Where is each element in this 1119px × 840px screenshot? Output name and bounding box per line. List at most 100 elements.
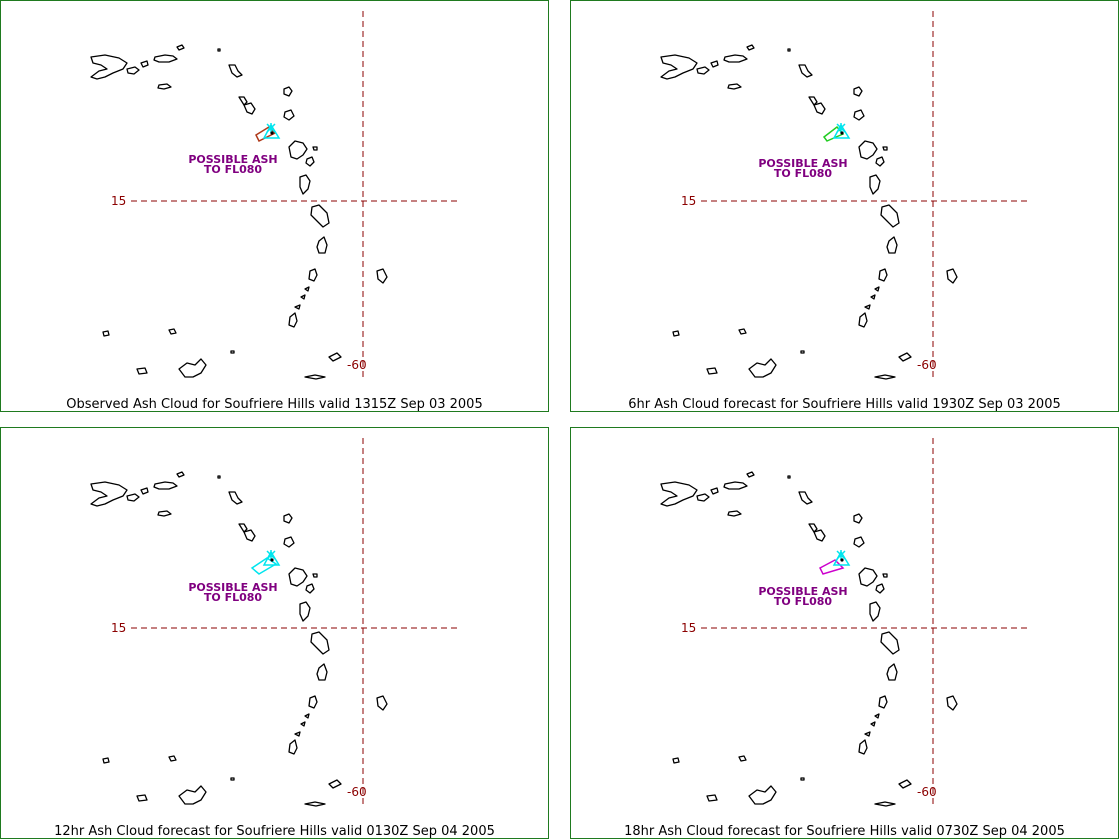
island-coastline — [230, 777, 235, 781]
island-coastline — [328, 352, 342, 362]
latitude-label: 15 — [111, 621, 127, 635]
ash-annotation-line1: POSSIBLE ASH — [758, 157, 848, 170]
ash-annotation: POSSIBLE ASH TO FL080 — [183, 581, 283, 604]
island-coastline — [672, 330, 680, 337]
island-coastline — [304, 713, 310, 719]
island-coastline — [140, 487, 149, 495]
map-canvas — [90, 438, 461, 808]
map-canvas — [90, 11, 461, 381]
island-coastline — [870, 721, 876, 727]
island-coastline — [294, 304, 301, 310]
island-coastline — [874, 286, 880, 292]
ash-cloud-polygon — [819, 559, 845, 575]
island-coastline — [288, 567, 308, 587]
island-coastline — [858, 739, 868, 755]
ash-annotation: POSSIBLE ASH TO FL080 — [753, 157, 853, 179]
island-coastline — [813, 102, 826, 115]
island-coastline — [299, 174, 311, 195]
volcano-dot — [270, 131, 274, 135]
island-coastline — [738, 328, 747, 335]
island-coastline — [312, 573, 318, 578]
island-coastline — [316, 236, 328, 254]
island-coastline — [946, 268, 958, 284]
island-coastline — [283, 536, 295, 548]
island-coastline — [376, 695, 388, 711]
ash-annotation-line1: POSSIBLE ASH — [758, 585, 848, 598]
island-coastline — [228, 64, 243, 78]
island-coastline — [870, 294, 876, 300]
island-coastline — [875, 583, 885, 594]
panel-caption: 18hr Ash Cloud forecast for Soufriere Hi… — [624, 824, 1065, 839]
island-coastline — [230, 350, 235, 354]
island-coastline — [283, 513, 293, 524]
island-coastline — [243, 529, 256, 542]
island-coastline — [696, 66, 710, 75]
island-coastline — [800, 777, 805, 781]
island-coastline — [710, 487, 719, 495]
island-coastline — [748, 358, 777, 378]
ash-annotation: POSSIBLE ASH TO FL080 — [753, 585, 853, 607]
island-coastline — [90, 54, 128, 80]
island-coastline — [328, 779, 342, 789]
island-coastline — [946, 695, 958, 711]
ash-annotation-line2: TO FL080 — [203, 163, 263, 176]
island-coastline — [723, 481, 748, 490]
island-coastline — [376, 268, 388, 284]
island-coastline — [283, 109, 295, 121]
island-coastline — [660, 481, 698, 507]
island-coastline — [288, 739, 298, 755]
island-coastline — [898, 352, 912, 362]
island-coastline — [304, 801, 326, 807]
island-coastline — [168, 755, 177, 762]
island-coastline — [243, 102, 256, 115]
island-coastline — [746, 44, 755, 51]
island-coastline — [874, 713, 880, 719]
island-coastline — [875, 156, 885, 167]
island-coastline — [874, 801, 896, 807]
island-coastline — [660, 54, 698, 80]
island-coastline — [864, 304, 871, 310]
island-coastline — [308, 268, 318, 282]
island-coastline — [869, 601, 881, 622]
island-coastline — [746, 471, 755, 478]
map-canvas — [660, 438, 1031, 808]
map-panel-18hr: POSSIBLE ASH TO FL080 15 -60 18hr Ash Cl… — [570, 427, 1119, 839]
island-coastline — [157, 510, 172, 517]
island-coastline — [869, 174, 881, 195]
island-coastline — [102, 330, 110, 337]
ash-annotation-line2: TO FL080 — [203, 591, 263, 604]
island-coastline — [858, 312, 868, 328]
ash-annotation-line1: POSSIBLE ASH — [188, 153, 278, 166]
island-coastline — [738, 755, 747, 762]
island-coastline — [294, 731, 301, 737]
volcano-dot — [840, 558, 844, 562]
island-coastline — [696, 493, 710, 502]
island-coastline — [176, 471, 185, 478]
island-coastline — [300, 294, 306, 300]
latitude-label: 15 — [681, 194, 697, 208]
island-coastline — [710, 60, 719, 68]
ash-annotation-line1: POSSIBLE ASH — [188, 581, 278, 594]
island-coastline — [853, 536, 865, 548]
island-coastline — [706, 794, 718, 802]
island-coastline — [126, 493, 140, 502]
island-coastline — [800, 350, 805, 354]
island-coastline — [305, 583, 315, 594]
island-coastline — [882, 573, 888, 578]
longitude-label: -60 — [347, 358, 367, 372]
island-coastline — [808, 96, 818, 106]
island-coastline — [808, 523, 818, 533]
island-coastline — [288, 312, 298, 328]
island-coastline — [878, 695, 888, 709]
volcano-dot — [840, 131, 844, 135]
island-coastline — [880, 204, 900, 228]
volcano-icon — [266, 550, 276, 560]
island-coastline — [288, 140, 308, 160]
ash-cloud-polygon — [255, 126, 277, 143]
island-coastline — [858, 567, 878, 587]
panel-caption: 6hr Ash Cloud forecast for Soufriere Hil… — [628, 397, 1061, 412]
island-coastline — [304, 374, 326, 380]
island-coastline — [308, 695, 318, 709]
island-coastline — [153, 54, 178, 63]
island-coastline — [864, 731, 871, 737]
